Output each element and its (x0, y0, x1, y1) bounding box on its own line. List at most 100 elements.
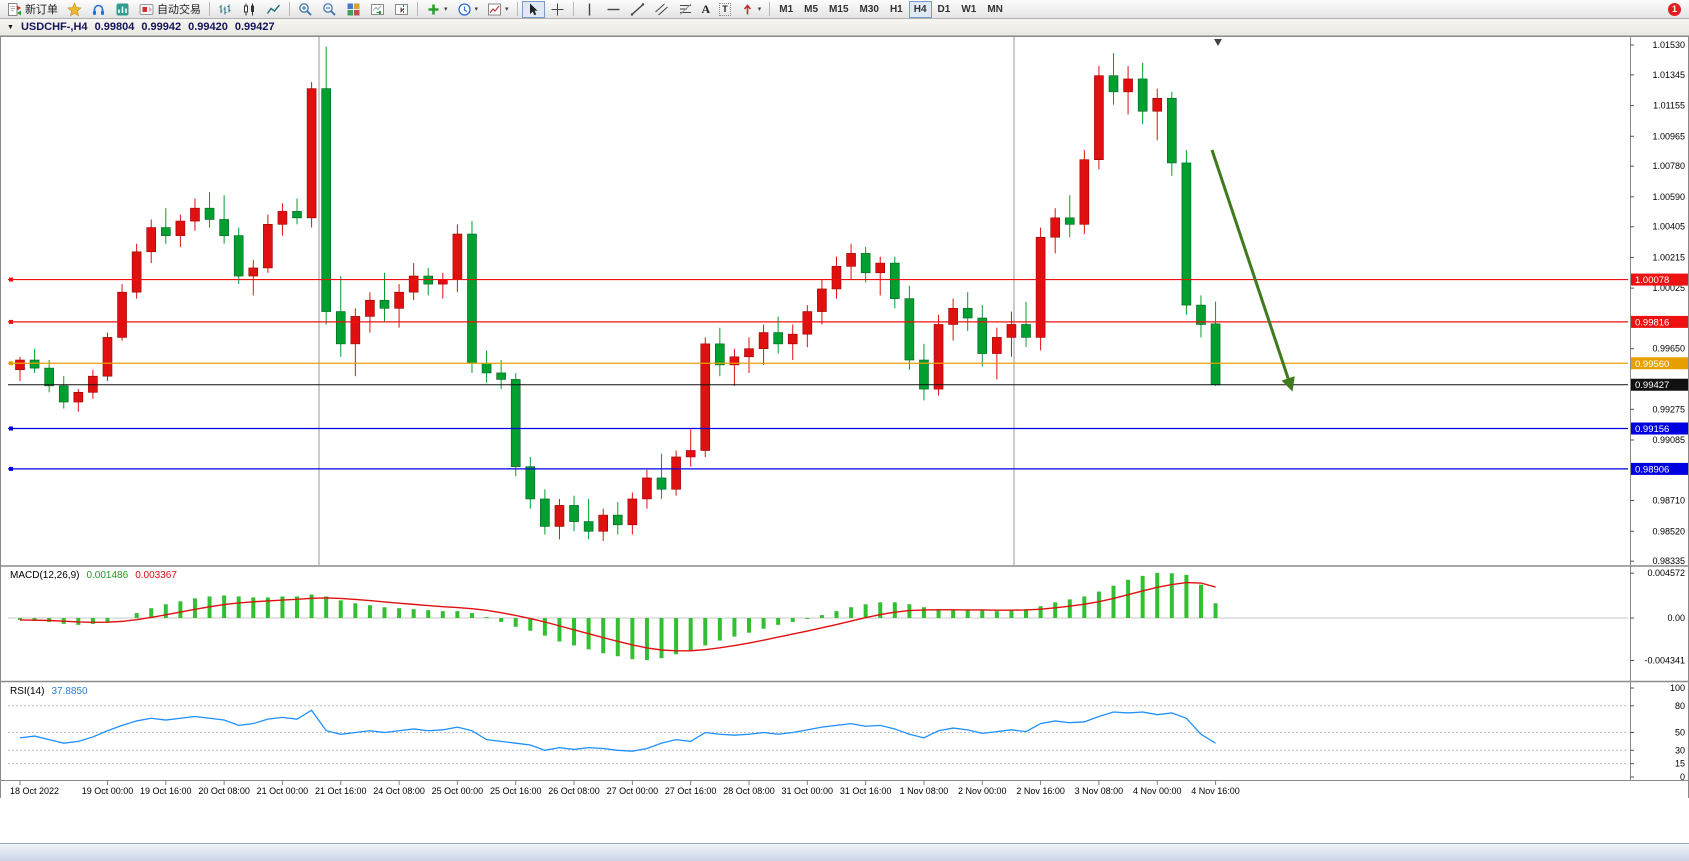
candle (73, 392, 84, 403)
time-axis-label: 4 Nov 00:00 (1133, 786, 1182, 796)
timeframe-m1-button[interactable]: M1 (774, 1, 798, 18)
zoom-in-icon (298, 2, 313, 17)
chart-title-open: 0.99804 (94, 21, 135, 33)
candlestick-chart-button[interactable] (238, 1, 261, 18)
timeframe-m15-button[interactable]: M15 (824, 1, 853, 18)
new-order-button[interactable]: 新订单 (3, 1, 62, 18)
trend-arrow[interactable] (1210, 149, 1295, 392)
text-label-button[interactable]: T (715, 1, 735, 18)
candle (1108, 75, 1119, 93)
price-axis-label: 1.00965 (1652, 131, 1685, 141)
auto-scroll-button[interactable] (366, 1, 389, 18)
time-axis-label: 25 Oct 16:00 (490, 786, 542, 796)
tile-windows-button[interactable] (342, 1, 365, 18)
candle (408, 275, 419, 293)
trendline-button[interactable] (626, 1, 649, 18)
time-axis-label: 21 Oct 16:00 (315, 786, 367, 796)
horizontal-line-button[interactable] (602, 1, 625, 18)
price-axis-label: 0.98520 (1652, 526, 1685, 536)
hline-anchor (9, 426, 13, 431)
price-tag-value: 0.99816 (1635, 317, 1669, 328)
candle (335, 311, 346, 345)
rsi-scale-label: 0 (1680, 772, 1685, 782)
candle (758, 332, 769, 350)
timeframe-h1-button[interactable]: H1 (885, 1, 908, 18)
text-button[interactable]: A (698, 1, 715, 18)
time-axis-label: 20 Oct 08:00 (198, 786, 250, 796)
candle (715, 343, 725, 366)
candle (1210, 323, 1221, 386)
arrows-button[interactable]: ▾ (736, 1, 766, 18)
candle (306, 88, 317, 219)
vertical-line-icon (582, 2, 597, 17)
candle (656, 477, 667, 490)
time-axis-label: 31 Oct 00:00 (782, 786, 834, 796)
price-tag-value: 0.99427 (1635, 380, 1669, 391)
market-button[interactable] (111, 1, 134, 18)
chart-shift-marker[interactable] (1214, 39, 1222, 46)
candle (1196, 304, 1206, 325)
timeframe-h4-button[interactable]: H4 (908, 0, 932, 18)
candle (962, 308, 973, 319)
price-tag-value: 0.99560 (1635, 359, 1669, 370)
periods-button[interactable]: ▾ (453, 1, 483, 18)
candle (233, 235, 244, 277)
price-tag (1631, 462, 1688, 475)
zoom-out-button[interactable] (318, 1, 341, 18)
candle (540, 498, 550, 527)
timeframe-w1-button[interactable]: W1 (956, 1, 981, 18)
timeframe-d1-button[interactable]: D1 (933, 1, 956, 18)
candle (992, 337, 1002, 354)
hline-anchor (9, 466, 13, 471)
fibonacci-button[interactable] (674, 1, 697, 18)
timeframe-mn-button[interactable]: MN (982, 1, 1008, 18)
rsi-scale-label: 15 (1675, 759, 1685, 769)
line-chart-button[interactable] (262, 1, 285, 18)
channel-button[interactable] (650, 1, 673, 18)
candle (219, 219, 229, 236)
zoom-in-button[interactable] (294, 1, 317, 18)
chart-canvas[interactable]: 1.01530 1.01345 1.01155 1.00965 1.00780 1.005… (0, 36, 1689, 843)
bar-chart-button[interactable] (214, 1, 237, 18)
macd-scale-label: 0.004572 (1647, 568, 1685, 578)
crosshair-button[interactable] (546, 1, 569, 18)
candle (1021, 324, 1031, 338)
candle (321, 88, 331, 312)
price-axis-label: 0.98335 (1652, 556, 1685, 566)
timeframe-m30-button[interactable]: M30 (855, 1, 884, 18)
candle (554, 505, 565, 527)
candle (15, 359, 25, 371)
price-axis-label: 0.99085 (1652, 435, 1685, 445)
macd-scale-label: -0.004341 (1644, 656, 1685, 666)
vertical-line-button[interactable] (578, 1, 601, 18)
fibonacci-icon (678, 2, 693, 17)
hline-anchor (9, 319, 13, 324)
candle (831, 266, 842, 290)
candle (496, 372, 506, 380)
templates-button[interactable]: ▾ (483, 1, 513, 18)
candle (787, 333, 798, 345)
timeframe-m5-button[interactable]: M5 (799, 1, 823, 18)
candle (773, 332, 783, 345)
metaeditor-button[interactable] (63, 1, 86, 18)
candle (729, 356, 740, 366)
candle (102, 337, 113, 377)
zoom-out-icon (322, 2, 337, 17)
autotrading-button[interactable]: 自动交易 (135, 1, 205, 18)
toolbar-separator (209, 2, 210, 16)
arrow-symbol-icon (740, 2, 755, 17)
candle (627, 498, 638, 526)
autotrading-label: 自动交易 (157, 4, 201, 16)
notification-badge[interactable]: 1 (1668, 2, 1681, 16)
toolbar-separator (572, 2, 574, 16)
support-button[interactable] (87, 1, 110, 18)
indicators-button[interactable]: ▾ (422, 1, 452, 18)
rsi-scale-label: 80 (1675, 701, 1685, 711)
template-chart-icon (487, 2, 502, 17)
window-menu-icon[interactable]: ▼ (7, 23, 14, 31)
chart-shift-button[interactable] (390, 1, 413, 18)
cursor-button[interactable] (521, 0, 545, 18)
price-axis-label: 1.00405 (1652, 222, 1685, 232)
candle (700, 343, 711, 451)
price-axis-label: 1.00025 (1652, 283, 1685, 293)
